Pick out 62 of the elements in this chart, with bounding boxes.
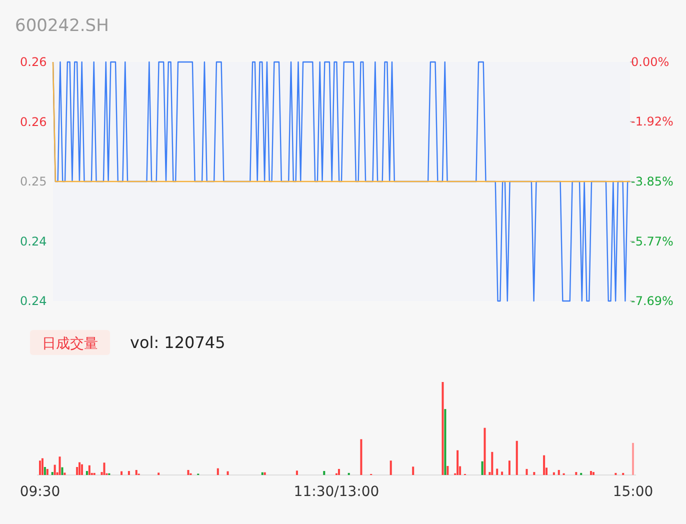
bar xyxy=(216,468,219,475)
bar xyxy=(120,471,123,475)
text: vol: 120745 xyxy=(130,333,226,352)
bar xyxy=(575,472,578,475)
bar xyxy=(39,460,41,475)
bar xyxy=(46,468,48,475)
y-tick-label: 0.25 xyxy=(20,174,47,188)
y2-tick-label: -1.92% xyxy=(631,114,674,129)
bar xyxy=(338,468,340,475)
bar xyxy=(590,471,592,475)
bar xyxy=(261,472,264,475)
bar xyxy=(41,458,44,475)
y-tick-label: 0.24 xyxy=(20,294,47,308)
bar xyxy=(103,462,106,475)
bar xyxy=(558,470,560,475)
y-tick-label: 0.26 xyxy=(20,55,47,69)
y2-tick-label: -5.77% xyxy=(631,234,674,248)
bar xyxy=(78,462,81,475)
bar xyxy=(491,452,494,475)
bar xyxy=(446,466,449,475)
y2-tick-label: -7.69% xyxy=(631,294,674,308)
y-tick-label: 0.26 xyxy=(20,114,47,129)
bar xyxy=(496,468,498,475)
bar xyxy=(135,470,138,475)
y2-tick-label: 0.00% xyxy=(631,55,670,69)
bar xyxy=(264,472,266,475)
bar xyxy=(226,471,229,475)
y-tick-label: 0.24 xyxy=(20,234,47,248)
bar xyxy=(508,460,510,475)
bar xyxy=(187,470,190,475)
bar xyxy=(526,468,528,475)
bar xyxy=(390,460,392,475)
bar xyxy=(360,439,362,475)
x-tick-label: 15:00 xyxy=(612,484,654,500)
bar xyxy=(592,472,594,475)
bar xyxy=(61,467,64,475)
bar xyxy=(81,464,84,475)
bar xyxy=(632,442,634,475)
text: 日成交量 xyxy=(42,336,98,352)
bar xyxy=(456,450,459,475)
bar xyxy=(481,461,484,475)
y2-tick-label: -3.85% xyxy=(631,174,674,189)
bar xyxy=(323,471,326,475)
bar xyxy=(44,467,46,475)
bar xyxy=(412,466,414,475)
bar xyxy=(484,428,486,475)
x-tick-label: 09:30 xyxy=(20,484,60,500)
x-tick-label: 11:30/13:00 xyxy=(294,484,380,500)
bar xyxy=(543,455,546,475)
bar xyxy=(501,472,504,475)
bar xyxy=(444,409,446,475)
bar xyxy=(552,472,555,475)
bar xyxy=(296,470,298,475)
bar xyxy=(88,465,90,475)
bar xyxy=(51,472,54,475)
chart-title: 600242.SH xyxy=(15,16,109,36)
bar xyxy=(58,456,61,475)
bar xyxy=(54,464,56,475)
bar xyxy=(516,440,518,475)
bar xyxy=(86,471,88,475)
bar xyxy=(442,382,444,475)
bar xyxy=(533,472,536,475)
